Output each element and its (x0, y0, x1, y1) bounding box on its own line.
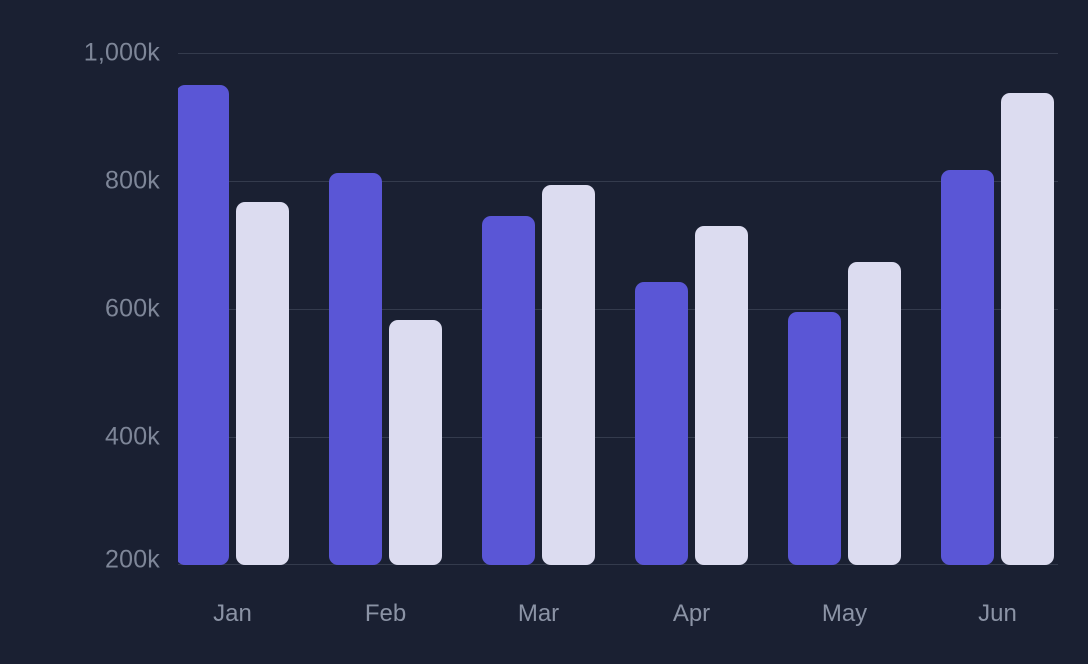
x-tick-label-mar: Mar (517, 600, 560, 627)
plot-gridlines (178, 53, 1058, 565)
y-tick-label-200k: 200k (104, 545, 160, 574)
y-tick-label-1000k: 1,000k (83, 38, 160, 67)
x-tick-label-feb: Feb (364, 600, 407, 627)
y-tick-label-800k: 800k (104, 166, 160, 195)
bars-layer (178, 0, 1058, 565)
y-tick-label-600k: 600k (104, 294, 160, 323)
x-tick-label-jan: Jan (213, 600, 252, 627)
x-tick-label-may: May (821, 600, 868, 627)
bar-jan-series-1[interactable] (178, 84, 229, 565)
gridline-600k (178, 309, 1058, 310)
x-tick-label-jun: Jun (978, 600, 1017, 627)
bar-jun-series-2[interactable] (1001, 93, 1054, 565)
bar-jan-series-2[interactable] (236, 201, 289, 565)
bar-feb-series-1[interactable] (329, 173, 382, 565)
bar-apr-series-1[interactable] (635, 282, 688, 565)
gridline-400k (178, 437, 1058, 438)
gridline-200k (178, 564, 1058, 565)
bar-may-series-1[interactable] (788, 312, 841, 565)
x-tick-label-apr: Apr (672, 600, 711, 627)
bar-feb-series-2[interactable] (389, 320, 442, 565)
y-tick-label-400k: 400k (104, 422, 160, 451)
gridline-1000k (178, 53, 1058, 54)
gridline-800k (178, 181, 1058, 182)
bar-may-series-2[interactable] (848, 261, 901, 565)
bar-jun-series-1[interactable] (941, 169, 994, 565)
y-axis-labels: 1,000k 800k 600k 400k 200k (0, 0, 160, 664)
bar-mar-series-2[interactable] (542, 185, 595, 565)
x-axis-labels: Jan Feb Mar Apr May Jun (178, 600, 1058, 640)
bar-apr-series-2[interactable] (695, 226, 748, 565)
bar-mar-series-1[interactable] (482, 215, 535, 565)
